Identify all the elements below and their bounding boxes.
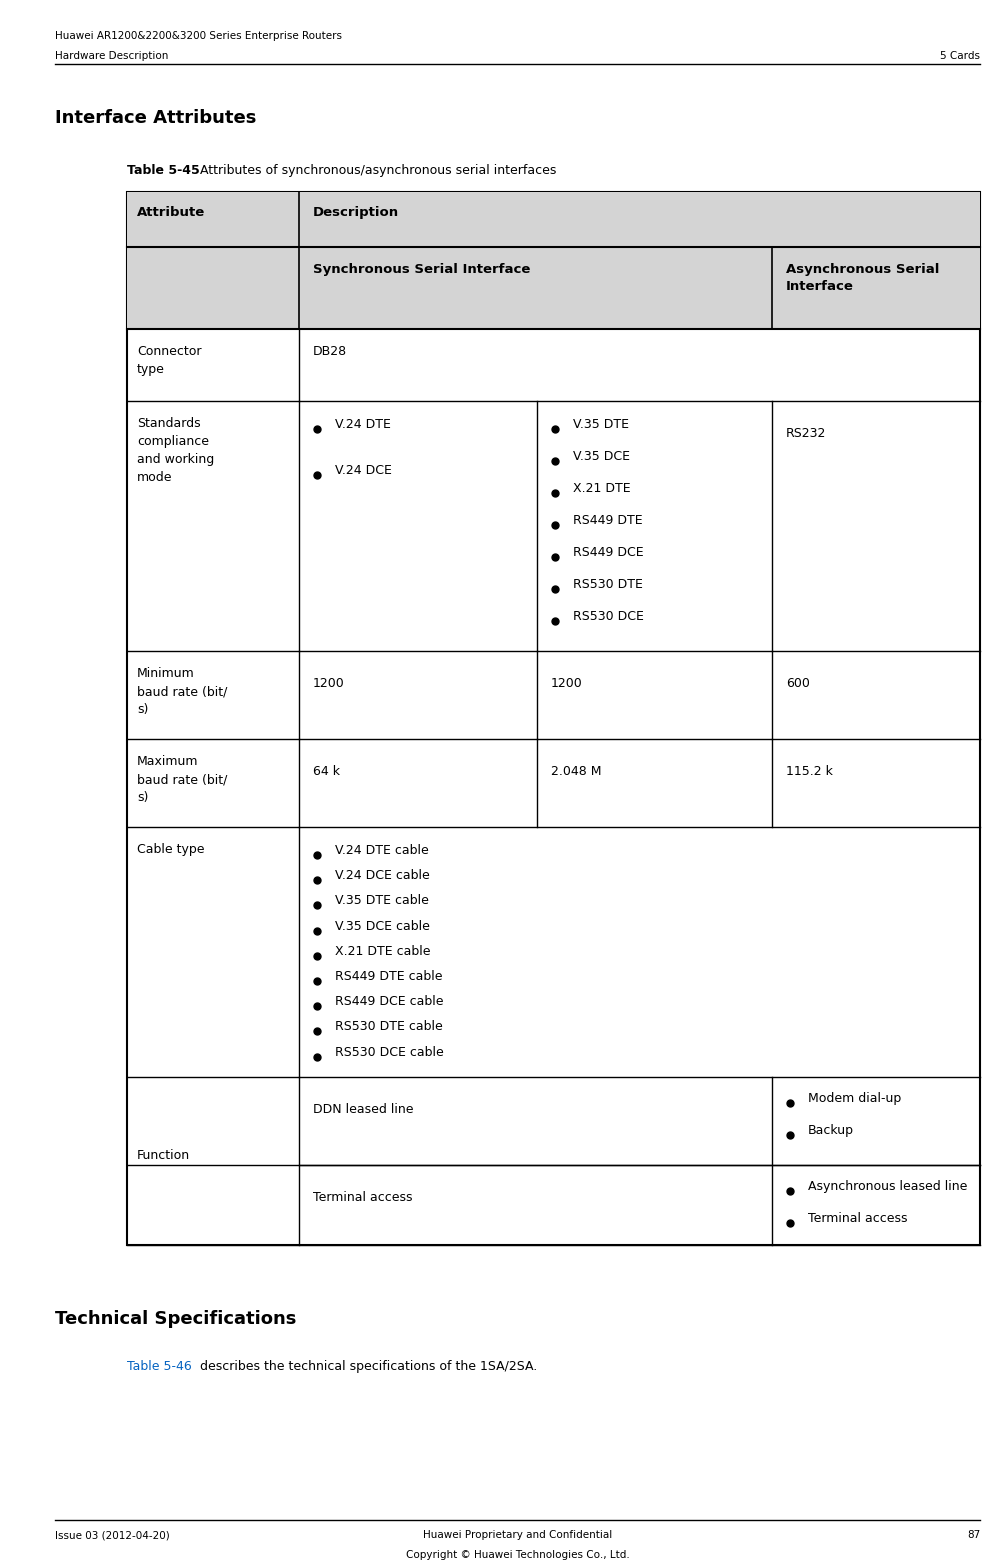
Text: Description: Description <box>313 207 399 219</box>
Text: Asynchronous Serial
Interface: Asynchronous Serial Interface <box>786 263 940 293</box>
Text: V.24 DCE cable: V.24 DCE cable <box>335 869 430 882</box>
Text: Copyright © Huawei Technologies Co., Ltd.: Copyright © Huawei Technologies Co., Ltd… <box>406 1550 629 1560</box>
Text: RS530 DCE: RS530 DCE <box>573 611 644 623</box>
Text: 1200: 1200 <box>313 677 345 691</box>
Text: Attribute: Attribute <box>137 207 205 219</box>
Text: DB28: DB28 <box>313 345 347 359</box>
Text: 64 k: 64 k <box>313 766 340 778</box>
Text: Table 5-45: Table 5-45 <box>127 164 200 177</box>
Text: 600: 600 <box>786 677 810 691</box>
Text: Technical Specifications: Technical Specifications <box>55 1311 296 1328</box>
Text: Connector
type: Connector type <box>137 345 201 376</box>
Text: Huawei Proprietary and Confidential: Huawei Proprietary and Confidential <box>423 1530 612 1539</box>
Text: Cable type: Cable type <box>137 843 204 857</box>
Text: Issue 03 (2012-04-20): Issue 03 (2012-04-20) <box>55 1530 170 1539</box>
Text: Asynchronous leased line: Asynchronous leased line <box>808 1181 968 1193</box>
Text: V.24 DCE: V.24 DCE <box>335 464 392 478</box>
Text: V.35 DTE cable: V.35 DTE cable <box>335 894 429 907</box>
Text: Synchronous Serial Interface: Synchronous Serial Interface <box>313 263 531 276</box>
Text: Attributes of synchronous/asynchronous serial interfaces: Attributes of synchronous/asynchronous s… <box>197 164 557 177</box>
Text: Minimum
baud rate (bit/
s): Minimum baud rate (bit/ s) <box>137 667 227 716</box>
Text: V.35 DCE cable: V.35 DCE cable <box>335 919 430 933</box>
FancyBboxPatch shape <box>127 193 980 1245</box>
Text: V.35 DCE: V.35 DCE <box>573 449 630 464</box>
Text: Interface Attributes: Interface Attributes <box>55 110 256 127</box>
Text: Terminal access: Terminal access <box>808 1212 908 1225</box>
Text: Standards
compliance
and working
mode: Standards compliance and working mode <box>137 417 214 484</box>
Text: V.24 DTE cable: V.24 DTE cable <box>335 844 429 857</box>
Text: Terminal access: Terminal access <box>313 1192 412 1204</box>
Text: V.35 DTE: V.35 DTE <box>573 418 629 431</box>
FancyBboxPatch shape <box>127 193 980 247</box>
FancyBboxPatch shape <box>127 247 980 329</box>
Text: 2.048 M: 2.048 M <box>551 766 602 778</box>
Text: 115.2 k: 115.2 k <box>786 766 833 778</box>
Text: X.21 DTE cable: X.21 DTE cable <box>335 944 430 958</box>
Text: RS232: RS232 <box>786 428 826 440</box>
Text: Hardware Description: Hardware Description <box>55 52 169 61</box>
Text: Modem dial-up: Modem dial-up <box>808 1092 901 1106</box>
Text: Table 5-46: Table 5-46 <box>127 1359 192 1373</box>
Text: 5 Cards: 5 Cards <box>940 52 980 61</box>
Text: Function: Function <box>137 1149 190 1162</box>
Text: Backup: Backup <box>808 1124 854 1137</box>
Text: RS449 DTE cable: RS449 DTE cable <box>335 969 442 983</box>
Text: RS530 DTE: RS530 DTE <box>573 578 643 590</box>
Text: X.21 DTE: X.21 DTE <box>573 482 630 495</box>
Text: RS530 DCE cable: RS530 DCE cable <box>335 1046 444 1059</box>
Text: RS449 DTE: RS449 DTE <box>573 514 642 528</box>
Text: RS449 DCE cable: RS449 DCE cable <box>335 996 443 1009</box>
Text: RS449 DCE: RS449 DCE <box>573 547 643 559</box>
Text: Huawei AR1200&2200&3200 Series Enterprise Routers: Huawei AR1200&2200&3200 Series Enterpris… <box>55 31 342 41</box>
Text: RS530 DTE cable: RS530 DTE cable <box>335 1021 443 1034</box>
Text: 1200: 1200 <box>551 677 583 691</box>
Text: DDN leased line: DDN leased line <box>313 1102 413 1117</box>
Text: V.24 DTE: V.24 DTE <box>335 418 391 431</box>
Text: 87: 87 <box>967 1530 980 1539</box>
Text: describes the technical specifications of the 1SA/2SA.: describes the technical specifications o… <box>197 1359 538 1373</box>
Text: Maximum
baud rate (bit/
s): Maximum baud rate (bit/ s) <box>137 755 227 803</box>
